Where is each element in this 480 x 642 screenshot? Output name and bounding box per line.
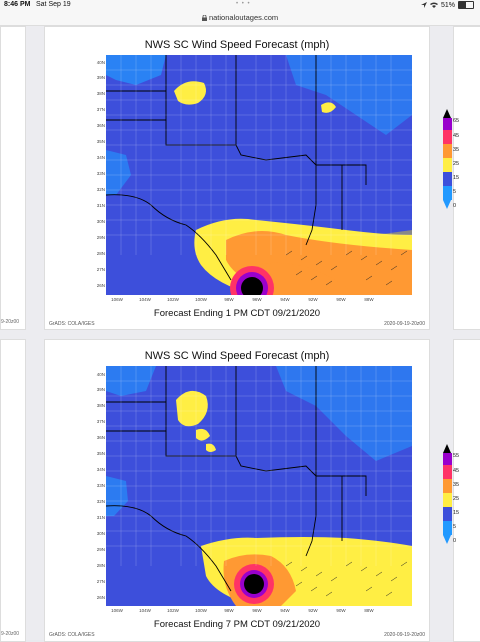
status-right: 51% bbox=[420, 1, 474, 9]
lon-label: 102W bbox=[167, 608, 179, 613]
lat-label: 29N bbox=[96, 547, 105, 552]
lat-label: 40N bbox=[96, 60, 105, 65]
colorbar-label: 55 bbox=[453, 453, 460, 459]
status-time: 8:46 PM bbox=[4, 1, 31, 8]
wifi-icon bbox=[429, 2, 438, 8]
status-bar: 8:46 PM Sat Sep 19 • • • 51% bbox=[0, 0, 480, 11]
battery-icon bbox=[458, 1, 474, 9]
lon-label: 104W bbox=[139, 297, 151, 302]
prev-slide-label: 9-20z00 bbox=[1, 319, 20, 325]
lat-label: 29N bbox=[96, 235, 105, 240]
lat-label: 38N bbox=[96, 91, 105, 96]
prev-slide-label: 9-20z00 bbox=[1, 631, 20, 637]
lon-label: 90W bbox=[336, 297, 346, 302]
next-slide-2[interactable] bbox=[453, 339, 480, 642]
lon-label: 100W bbox=[195, 297, 207, 302]
status-date: Sat Sep 19 bbox=[36, 1, 71, 8]
colorbar-label: 35 bbox=[453, 482, 460, 488]
colorbar-label: 5 bbox=[453, 189, 457, 195]
lat-label: 33N bbox=[96, 171, 105, 176]
run-timestamp: 2020-09-19-20z00 bbox=[384, 632, 425, 638]
lon-label: 106W bbox=[111, 608, 123, 613]
lat-label: 36N bbox=[96, 435, 105, 440]
lat-label: 31N bbox=[96, 203, 105, 208]
prev-slide-2[interactable]: 9-20z00 bbox=[0, 339, 26, 642]
lat-label: 39N bbox=[96, 75, 105, 80]
colorbar-label: 15 bbox=[453, 510, 460, 516]
wind-map-graphic bbox=[106, 55, 412, 295]
colorbar bbox=[443, 109, 452, 209]
forecast-panel-2[interactable]: NWS SC Wind Speed Forecast (mph) bbox=[44, 339, 459, 642]
colorbar-label: 45 bbox=[453, 133, 460, 139]
prev-slide-1[interactable]: 9-20z00 bbox=[0, 26, 26, 330]
colorbar-label: 35 bbox=[453, 147, 460, 153]
lon-label: 88W bbox=[364, 297, 374, 302]
lon-label: 104W bbox=[139, 608, 151, 613]
grads-credit: GrADS: COLA/IGES bbox=[49, 321, 95, 327]
lon-label: 92W bbox=[308, 297, 318, 302]
lat-label: 35N bbox=[96, 451, 105, 456]
battery-percent: 51% bbox=[440, 1, 455, 9]
lat-label: 38N bbox=[96, 403, 105, 408]
colorbar-label: 25 bbox=[453, 496, 460, 502]
lon-label: 94W bbox=[280, 297, 290, 302]
colorbar-label: 25 bbox=[453, 161, 460, 167]
lat-label: 34N bbox=[96, 467, 105, 472]
lon-label: 92W bbox=[308, 608, 318, 613]
lon-label: 98W bbox=[224, 608, 234, 613]
url-text[interactable]: nationaloutages.com bbox=[208, 13, 279, 22]
tab-dots-icon[interactable]: • • • bbox=[236, 1, 251, 7]
wind-map-graphic bbox=[106, 366, 412, 606]
lat-label: 28N bbox=[96, 251, 105, 256]
panel-caption: Forecast Ending 7 PM CDT 09/21/2020 bbox=[153, 619, 321, 630]
lat-label: 33N bbox=[96, 483, 105, 488]
run-timestamp: 2020-09-19-20z00 bbox=[384, 321, 425, 327]
address-bar[interactable]: nationaloutages.com bbox=[0, 11, 480, 26]
lat-label: 32N bbox=[96, 499, 105, 504]
lat-label: 26N bbox=[96, 595, 105, 600]
forecast-panel-1[interactable]: NWS SC Wind Speed Forecast (mph) bbox=[44, 26, 459, 330]
wind-map bbox=[106, 55, 412, 295]
lat-label: 40N bbox=[96, 372, 105, 377]
lat-label: 30N bbox=[96, 531, 105, 536]
lon-label: 100W bbox=[195, 608, 207, 613]
colorbar-label: 45 bbox=[453, 468, 460, 474]
lat-label: 37N bbox=[96, 107, 105, 112]
lat-label: 30N bbox=[96, 219, 105, 224]
lon-label: 96W bbox=[252, 608, 262, 613]
page-content: 9-20z00 9-20z00 NWS SC Wind Speed Foreca… bbox=[0, 26, 480, 642]
location-icon bbox=[420, 2, 427, 8]
lon-label: 94W bbox=[280, 608, 290, 613]
lock-icon bbox=[201, 14, 207, 21]
panel-caption: Forecast Ending 1 PM CDT 09/21/2020 bbox=[153, 308, 321, 319]
colorbar-label: 65 bbox=[453, 118, 460, 124]
colorbar-label: 0 bbox=[453, 538, 457, 544]
panel-title: NWS SC Wind Speed Forecast (mph) bbox=[144, 350, 330, 362]
lat-label: 27N bbox=[96, 579, 105, 584]
lat-label: 27N bbox=[96, 267, 105, 272]
next-slide-1[interactable] bbox=[453, 26, 480, 330]
lon-label: 90W bbox=[336, 608, 346, 613]
lat-label: 34N bbox=[96, 155, 105, 160]
lon-label: 98W bbox=[224, 297, 234, 302]
wind-map bbox=[106, 366, 412, 606]
lat-label: 36N bbox=[96, 123, 105, 128]
colorbar-label: 0 bbox=[453, 203, 457, 209]
lat-label: 28N bbox=[96, 563, 105, 568]
lon-label: 96W bbox=[252, 297, 262, 302]
panel-title: NWS SC Wind Speed Forecast (mph) bbox=[144, 39, 330, 51]
lon-label: 102W bbox=[167, 297, 179, 302]
lat-label: 39N bbox=[96, 387, 105, 392]
lat-label: 26N bbox=[96, 283, 105, 288]
lat-label: 31N bbox=[96, 515, 105, 520]
colorbar bbox=[443, 444, 452, 544]
lon-label: 88W bbox=[364, 608, 374, 613]
colorbar-label: 15 bbox=[453, 175, 460, 181]
lat-label: 35N bbox=[96, 139, 105, 144]
grads-credit: GrADS: COLA/IGES bbox=[49, 632, 95, 638]
lon-label: 106W bbox=[111, 297, 123, 302]
colorbar-label: 5 bbox=[453, 524, 457, 530]
lat-label: 37N bbox=[96, 419, 105, 424]
lat-label: 32N bbox=[96, 187, 105, 192]
